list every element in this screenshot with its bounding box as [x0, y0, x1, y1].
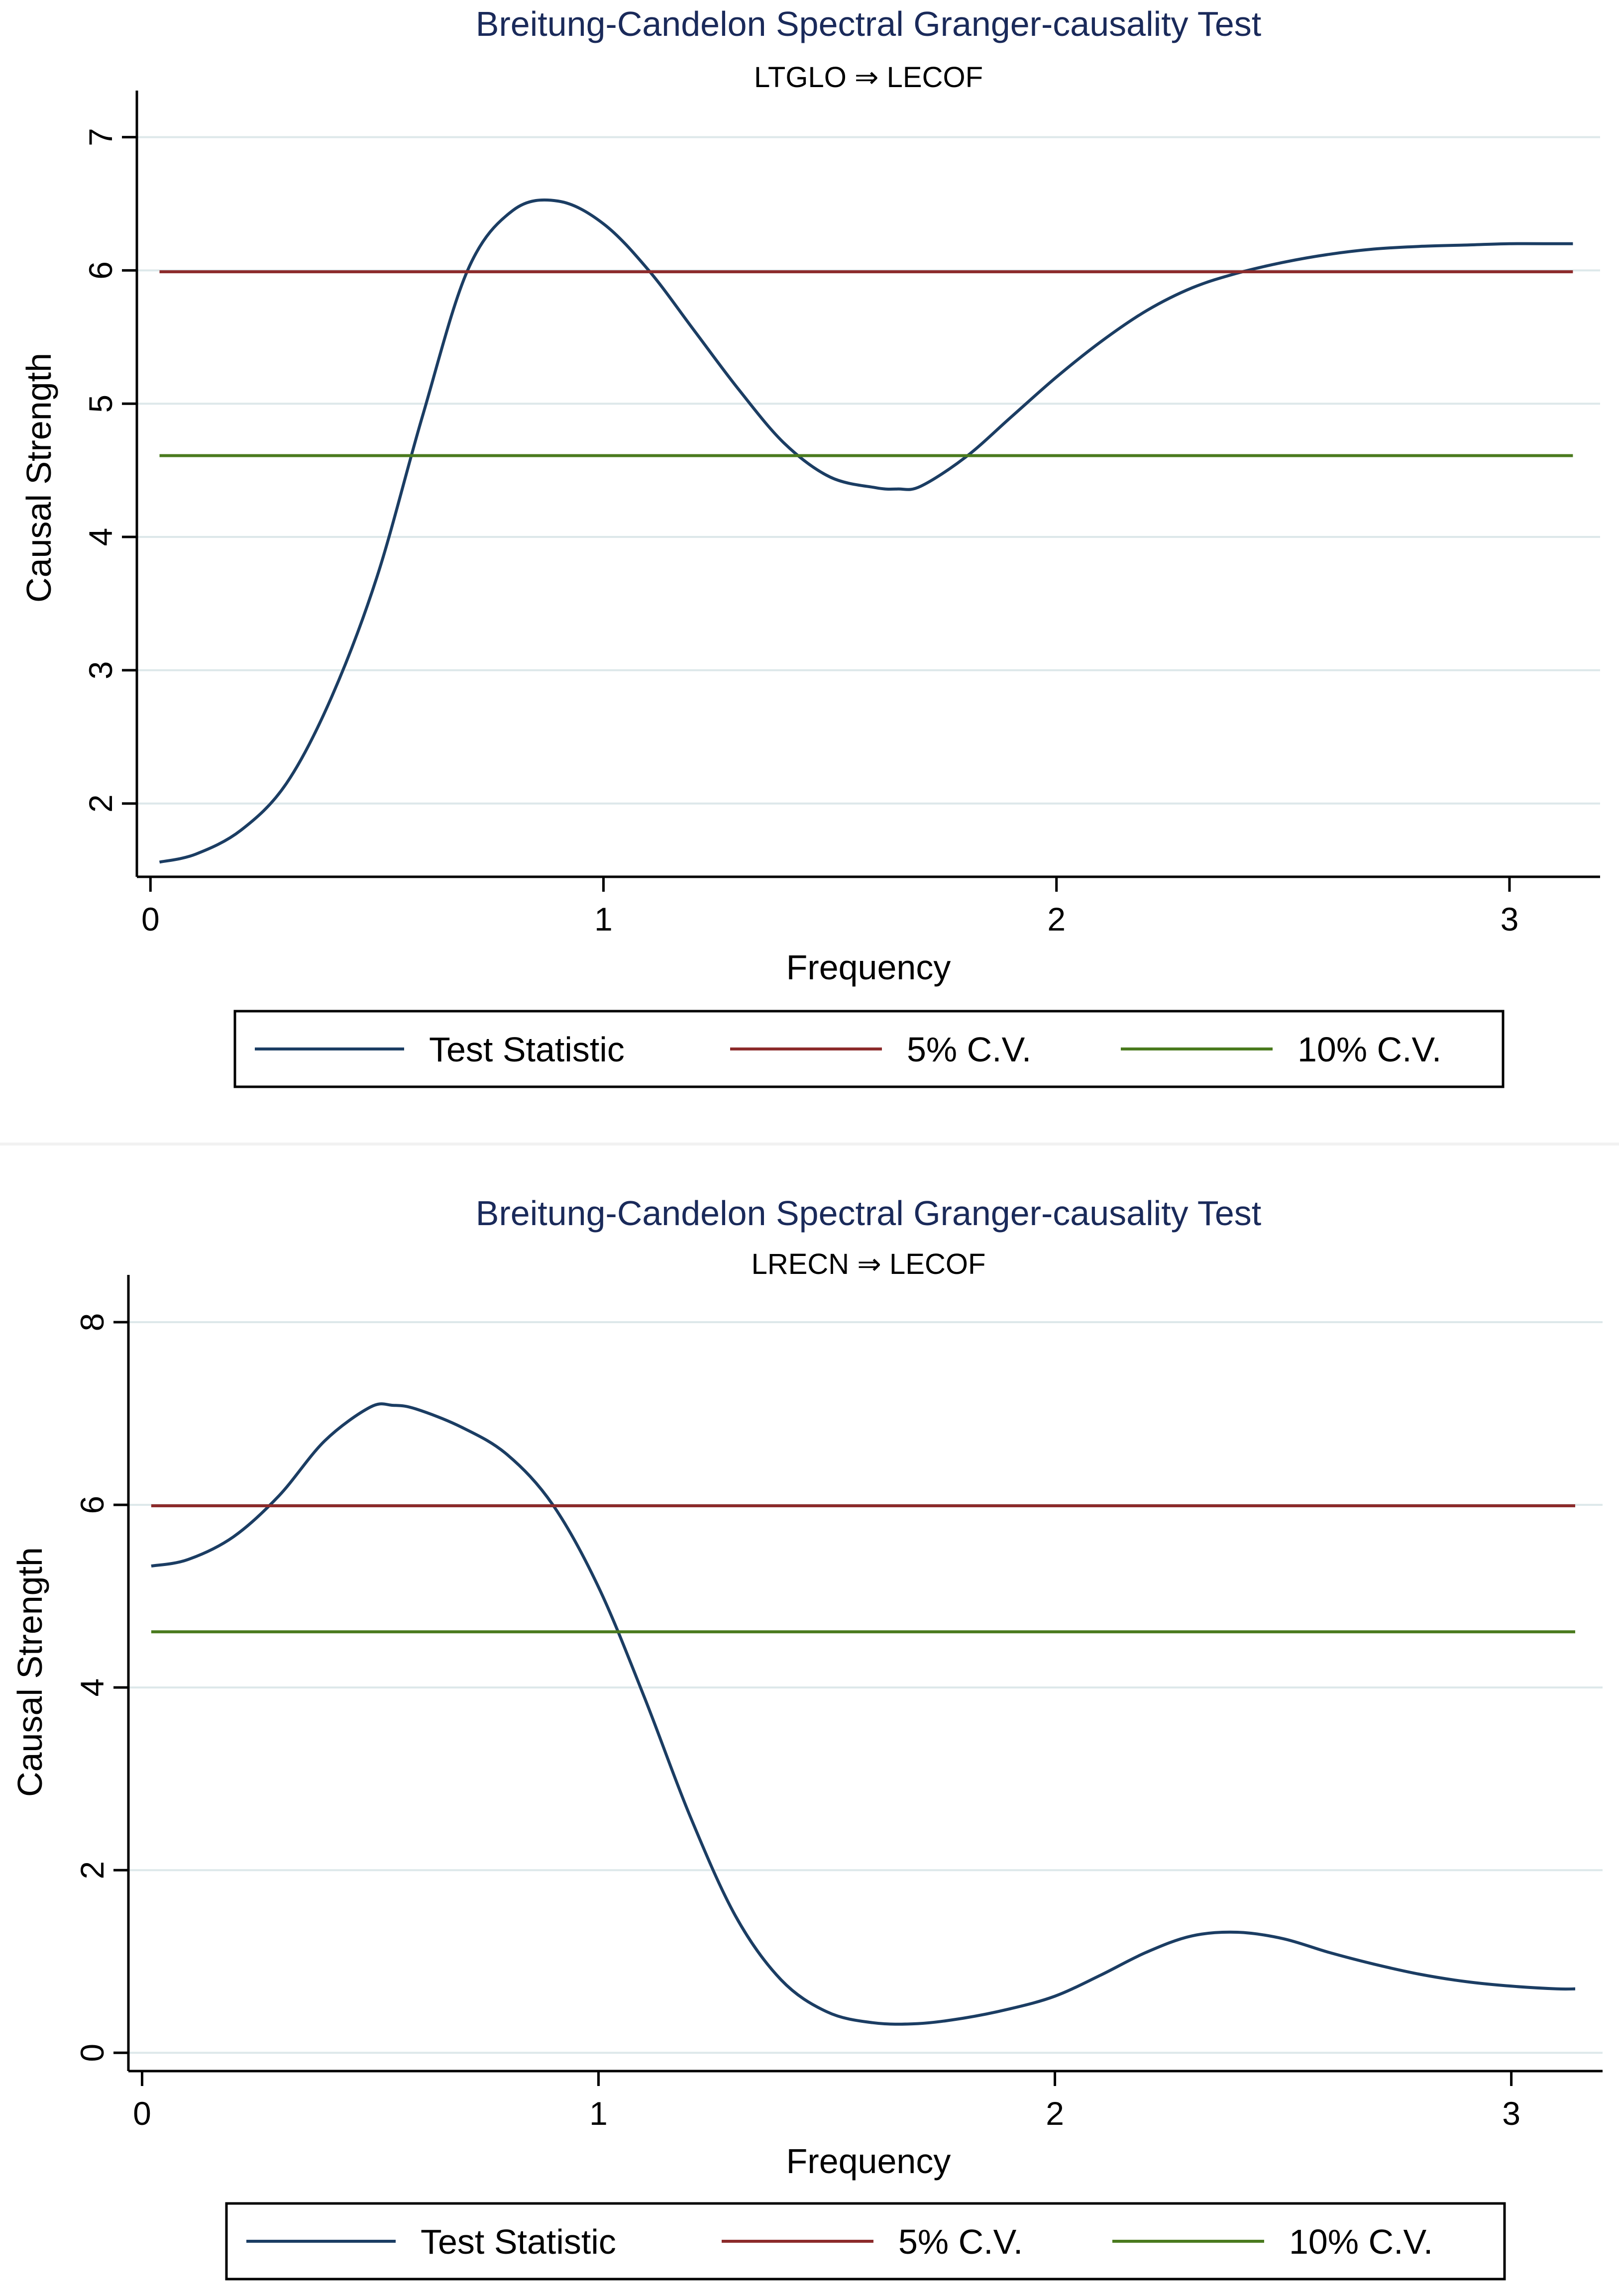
x-tick-label: 1 [589, 2095, 608, 2132]
legend-label: Test Statistic [421, 2222, 616, 2261]
plot-area: 0 2 4 6 8 0 1 2 3 [74, 1275, 1603, 2132]
chart-subtitle: LRECN ⇒ LECOF [752, 1248, 986, 1280]
x-tick-label: 3 [1502, 2095, 1520, 2132]
x-tick-label: 2 [1047, 901, 1066, 938]
legend-label: Test Statistic [429, 1030, 625, 1069]
legend-label: 5% C.V. [907, 1030, 1031, 1069]
x-axis-label: Frequency [786, 2142, 951, 2181]
chart-panel-bottom: Breitung-Candelon Spectral Granger-causa… [0, 1184, 1619, 2294]
chart-svg-top: Breitung-Candelon Spectral Granger-causa… [19, 4, 1600, 1088]
legend-label: 5% C.V. [898, 2222, 1023, 2261]
chart-subtitle: LTGLO ⇒ LECOF [754, 61, 983, 94]
test-statistic-line [151, 1402, 1576, 2026]
y-axis-label: Causal Strength [10, 1547, 49, 1797]
x-tick-label: 1 [594, 901, 613, 938]
x-tick-label: 0 [141, 901, 160, 938]
x-tick-label: 3 [1501, 901, 1519, 938]
y-tick-label: 7 [82, 128, 119, 146]
plot-area: 2 3 4 5 6 7 0 1 2 3 [82, 91, 1600, 938]
legend-label: 10% C.V. [1289, 2222, 1433, 2261]
y-tick-label: 6 [74, 1496, 110, 1514]
y-tick-label: 2 [82, 794, 119, 813]
y-tick-label: 6 [82, 261, 119, 280]
y-tick-label: 4 [74, 1678, 110, 1697]
y-tick-label: 3 [82, 661, 119, 680]
legend-label: 10% C.V. [1297, 1030, 1441, 1069]
y-tick-label: 8 [74, 1313, 110, 1332]
x-axis-label: Frequency [786, 948, 951, 987]
y-tick-label: 5 [82, 395, 119, 413]
legend: Test Statistic 5% C.V. 10% C.V. [225, 2202, 1506, 2281]
chart-title: Breitung-Candelon Spectral Granger-causa… [476, 1194, 1261, 1233]
panel-divider [0, 1143, 1619, 1146]
y-tick-label: 4 [82, 528, 119, 546]
x-tick-label: 0 [133, 2095, 151, 2132]
chart-title: Breitung-Candelon Spectral Granger-causa… [476, 4, 1261, 43]
chart-panel-top: Breitung-Candelon Spectral Granger-causa… [0, 0, 1619, 1145]
x-tick-label: 2 [1046, 2095, 1064, 2132]
y-tick-label: 2 [74, 1861, 110, 1879]
y-axis-label: Causal Strength [19, 353, 58, 603]
test-statistic-line [159, 198, 1573, 864]
chart-svg-bottom: Breitung-Candelon Spectral Granger-causa… [10, 1194, 1603, 2281]
legend: Test Statistic 5% C.V. 10% C.V. [233, 1010, 1505, 1088]
y-tick-label: 0 [74, 2044, 110, 2062]
